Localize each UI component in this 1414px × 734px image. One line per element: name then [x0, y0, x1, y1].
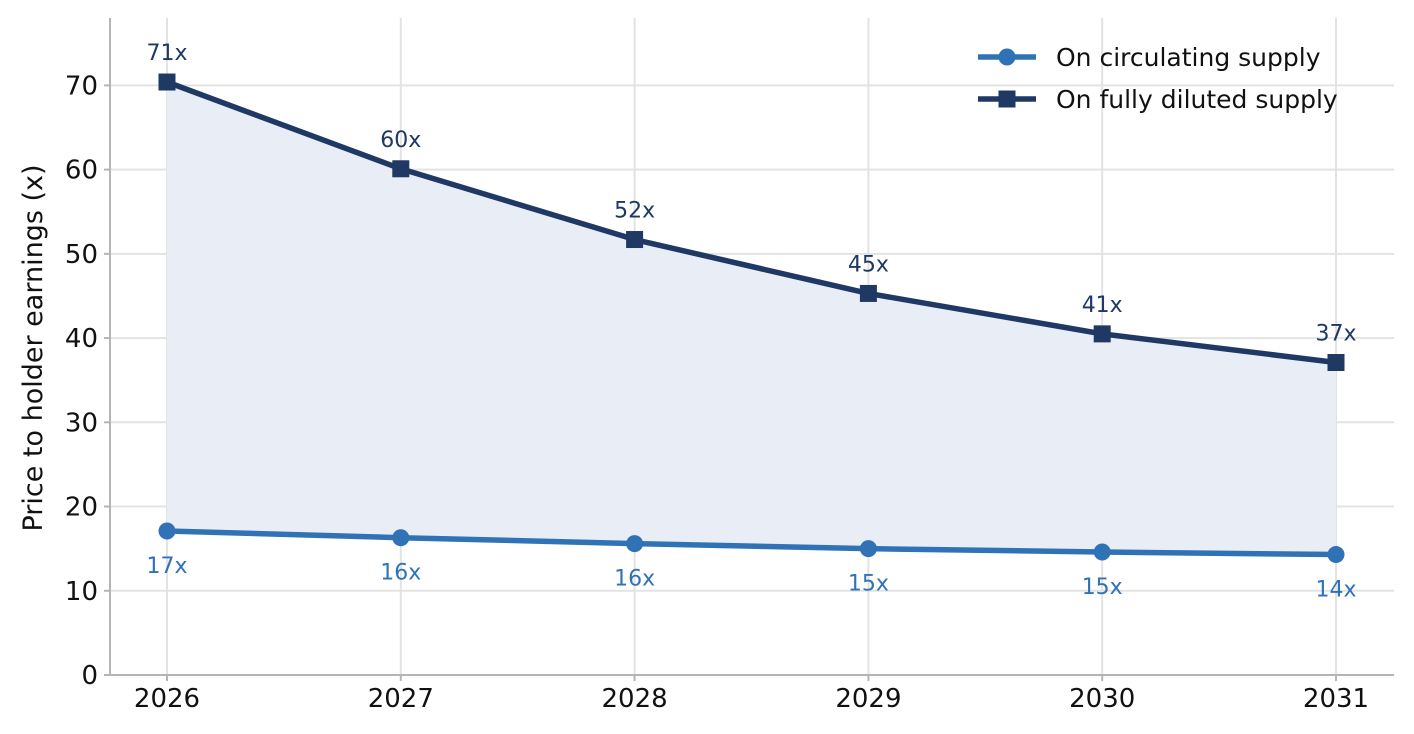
y-tick-label: 50: [65, 240, 98, 270]
data-label-fully-diluted: 41x: [1082, 293, 1123, 318]
x-tick-label: 2029: [835, 684, 901, 714]
y-tick-label: 0: [81, 661, 98, 691]
data-label-fully-diluted: 37x: [1315, 322, 1356, 347]
data-point-fully-diluted: [1327, 354, 1345, 372]
data-label-fully-diluted: 52x: [614, 199, 655, 224]
series-line-circulating: [164, 528, 1339, 558]
data-label-fully-diluted: 45x: [848, 252, 889, 277]
legend-marker-circle: [998, 48, 1016, 66]
x-tick-label: 2030: [1069, 684, 1135, 714]
data-point-fully-diluted: [392, 160, 410, 178]
gap-fill-area: [167, 82, 1336, 555]
legend-label: On fully diluted supply: [1056, 85, 1338, 114]
data-point-circulating: [1093, 543, 1111, 561]
data-point-circulating: [859, 540, 877, 558]
series-group: [158, 73, 1345, 564]
y-tick-label: 10: [65, 577, 98, 607]
legend: On circulating supply On fully diluted su…: [978, 43, 1338, 114]
y-tick-label: 70: [65, 71, 98, 101]
series-line-fully-diluted: [164, 79, 1339, 366]
x-tick-label: 2026: [134, 684, 200, 714]
x-tick-label: 2031: [1303, 684, 1369, 714]
data-point-circulating: [626, 535, 644, 553]
data-label-circulating: 16x: [614, 567, 655, 592]
data-label-circulating: 15x: [1082, 575, 1123, 600]
data-label-fully-diluted: 71x: [146, 41, 187, 66]
y-tick-label: 60: [65, 156, 98, 186]
legend-marker-square: [998, 90, 1016, 108]
data-point-circulating: [1327, 546, 1345, 564]
y-tick-label: 30: [65, 408, 98, 438]
data-point-circulating: [158, 522, 176, 540]
data-point-fully-diluted: [1093, 325, 1111, 343]
shaded-gap-area: [167, 82, 1336, 555]
data-labels: 17x 16x 16x 15x 15x 14x 71x 60x 52x 45x 41x 37x: [146, 41, 1356, 603]
x-tick-label: 2028: [602, 684, 668, 714]
data-label-circulating: 15x: [848, 572, 889, 597]
y-tick-label: 20: [65, 493, 98, 523]
y-tick-label: 40: [65, 324, 98, 354]
data-point-fully-diluted: [158, 73, 176, 91]
data-point-fully-diluted: [626, 231, 644, 249]
data-label-circulating: 17x: [146, 554, 187, 579]
data-label-fully-diluted: 60x: [380, 128, 421, 153]
data-label-circulating: 14x: [1315, 578, 1356, 603]
legend-label: On circulating supply: [1056, 43, 1321, 72]
y-axis-title: Price to holder earnings (x): [18, 164, 49, 531]
data-point-fully-diluted: [859, 284, 877, 302]
data-label-circulating: 16x: [380, 561, 421, 586]
x-tick-label: 2027: [368, 684, 434, 714]
data-point-circulating: [392, 529, 410, 547]
